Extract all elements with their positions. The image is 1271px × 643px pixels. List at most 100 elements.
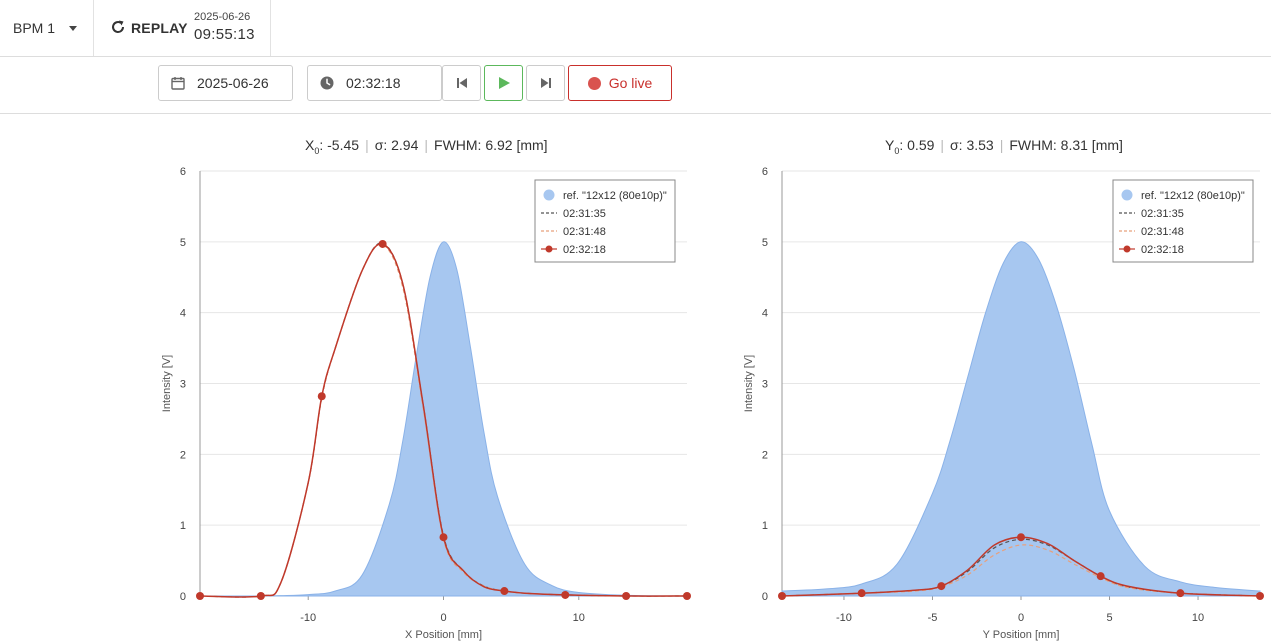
y-fwhm-value: FWHM: 8.31 [mm]: [1009, 137, 1123, 153]
x-series-023148: [199, 243, 688, 598]
bpm-selector[interactable]: BPM 1: [0, 0, 94, 56]
y-ytick-label: 1: [762, 520, 768, 532]
x-legend: ref. "12x12 (80e10p)" 02:31:35 02:31:48 02:…: [534, 179, 676, 263]
replay-label: REPLAY: [131, 20, 188, 36]
y-plot: 0 1 2 3 4 5 6 -10 -5 0 5 10 Y Position [mm] Intensity…: [743, 166, 1264, 641]
y-legend-label: 02:31:48: [1141, 226, 1184, 238]
go-live-button[interactable]: Go live: [568, 65, 672, 101]
top-bar: BPM 1 REPLAY 2025-06-26 09:55:13: [0, 0, 1271, 57]
replay-panel[interactable]: REPLAY 2025-06-26 09:55:13: [95, 0, 271, 56]
y-series-023148: [781, 544, 1261, 597]
y-series-marker: [1256, 592, 1264, 600]
date-picker[interactable]: 2025-06-26: [158, 65, 293, 101]
x-series-marker: [256, 592, 265, 600]
x-series-marker: [317, 392, 326, 401]
x-center-value: : -5.45: [319, 137, 360, 153]
x-sigma-value: σ: 2.94: [374, 137, 419, 153]
x-yaxis-label: Intensity [V]: [161, 355, 173, 412]
x-legend-marker: [545, 245, 553, 253]
y-series-marker: [778, 592, 786, 600]
y-series-023135: [781, 538, 1261, 597]
x-series-marker: [500, 587, 509, 596]
x-xtick-label: -10: [300, 612, 316, 624]
x-legend-label: 02:31:35: [563, 208, 606, 220]
x-series-marker: [196, 592, 204, 600]
play-button[interactable]: [484, 65, 523, 101]
y-xaxis-label: Y Position [mm]: [983, 629, 1060, 641]
y-param-symbol: Y: [885, 137, 895, 153]
y-xtick-label: -10: [836, 612, 852, 624]
y-series-marker: [857, 589, 866, 598]
x-plot: 0 1 2 3 4 5 6 -10 0 10 X Position [mm] Intensity [V…: [161, 166, 691, 641]
x-ytick-label: 5: [180, 237, 186, 249]
step-forward-button[interactable]: [526, 65, 565, 101]
y-legend: ref. "12x12 (80e10p)" 02:31:35 02:31:48 02:…: [1112, 179, 1254, 263]
y-legend-marker: [1123, 245, 1131, 253]
x-ytick-label: 6: [180, 166, 186, 178]
calendar-icon: [171, 77, 185, 90]
play-icon: [498, 77, 510, 89]
y-series-marker: [1017, 533, 1025, 542]
skip-forward-icon: [540, 78, 551, 88]
y-ytick-label: 5: [762, 237, 768, 249]
x-series-023135: [199, 242, 688, 598]
y-yaxis-label: Intensity [V]: [743, 355, 755, 412]
x-legend-label: 02:31:48: [563, 226, 606, 238]
y-series-marker: [1176, 589, 1185, 598]
replay-toolbar: 2025-06-26 02:32:18 Go live: [0, 57, 1271, 114]
replay-date: 2025-06-26: [194, 11, 251, 23]
y-ytick-label: 3: [762, 379, 768, 391]
y-profile-title: Y0: 0.59 | σ: 3.53 | FWHM: 8.31 [mm]: [885, 137, 1123, 156]
y-center-value: : 0.59: [899, 137, 935, 153]
y-legend-swatch: [1121, 189, 1133, 201]
caret-down-icon: [69, 25, 78, 31]
x-profile-title: X0: -5.45 | σ: 2.94 | FWHM: 6.92 [mm]: [305, 137, 548, 156]
y-series-023218: [781, 536, 1261, 597]
y-xtick-label: -5: [928, 612, 938, 624]
skip-back-icon: [456, 78, 467, 88]
y-xtick-label: 10: [1192, 612, 1204, 624]
x-legend-box: [534, 179, 676, 263]
y-param-subscript: 0: [894, 145, 900, 156]
go-live-label: Go live: [608, 75, 653, 91]
x-ytick-label: 1: [180, 520, 186, 532]
replay-time: 09:55:13: [194, 26, 255, 43]
date-value: 2025-06-26: [197, 75, 269, 91]
y-legend-box: [1112, 179, 1254, 263]
y-series-marker: [937, 582, 946, 591]
x-series-marker: [561, 590, 570, 599]
x-legend-swatch: [543, 189, 555, 201]
y-xtick-label: 0: [1018, 612, 1024, 624]
clock-icon: [320, 76, 334, 90]
y-ytick-label: 6: [762, 166, 768, 178]
x-fwhm-value: FWHM: 6.92 [mm]: [434, 137, 548, 153]
live-dot-icon: [587, 76, 601, 90]
y-ytick-label: 0: [762, 591, 768, 603]
y-legend-label: 02:31:35: [1141, 208, 1184, 220]
x-ytick-label: 3: [180, 379, 186, 391]
y-reference-area: [781, 241, 1261, 597]
step-back-button[interactable]: [442, 65, 481, 101]
x-series-marker: [683, 592, 691, 600]
x-series-023218: [199, 242, 688, 598]
x-ytick-label: 4: [180, 308, 186, 320]
x-series-marker: [622, 592, 631, 600]
x-series-marker: [439, 533, 448, 542]
y-legend-label: ref. "12x12 (80e10p)": [1141, 190, 1245, 202]
time-value: 02:32:18: [346, 75, 401, 91]
x-reference-area: [199, 241, 688, 597]
x-legend-label: ref. "12x12 (80e10p)": [563, 190, 667, 202]
time-picker[interactable]: 02:32:18: [307, 65, 442, 101]
y-legend-label: 02:32:18: [1141, 244, 1184, 256]
y-xtick-label: 5: [1106, 612, 1112, 624]
y-sigma-value: σ: 3.53: [950, 137, 994, 153]
x-ytick-label: 0: [180, 591, 186, 603]
y-ytick-label: 4: [762, 308, 768, 320]
x-xtick-label: 10: [573, 612, 585, 624]
x-param-symbol: X: [305, 137, 315, 153]
x-ytick-label: 2: [180, 449, 186, 461]
x-xtick-label: 0: [440, 612, 446, 624]
x-xaxis-label: X Position [mm]: [405, 629, 482, 641]
x-series-marker: [378, 239, 387, 248]
y-ytick-label: 2: [762, 449, 768, 461]
